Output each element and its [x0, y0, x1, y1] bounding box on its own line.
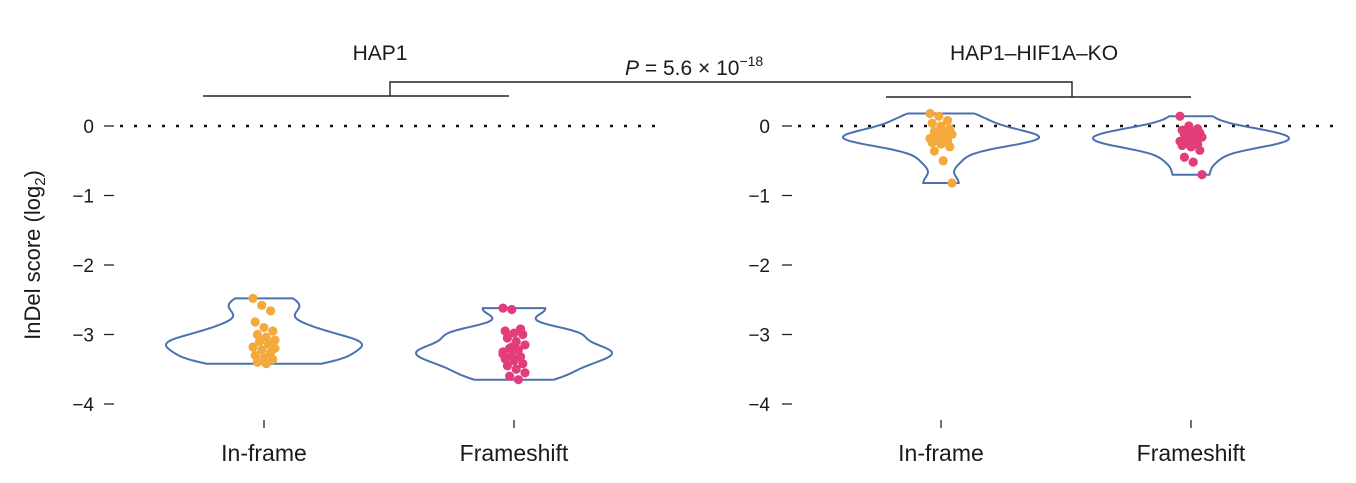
y-tick-label: −3 — [72, 326, 94, 347]
panel-hap1-hif1a-ko: 0 −1 −2 −3 −4 In-frame Frameshift — [748, 108, 1340, 466]
y-tick-label: −3 — [748, 326, 770, 347]
data-point-frameshift — [520, 368, 530, 378]
data-point-in-frame — [932, 135, 942, 145]
y-tick-label: 0 — [83, 117, 94, 138]
data-point-frameshift — [502, 333, 512, 343]
bracket-comparison — [389, 81, 1073, 97]
y-tick-label: −1 — [748, 187, 770, 208]
data-point-frameshift — [516, 352, 526, 362]
data-point-in-frame — [250, 350, 260, 360]
violin-in-frame — [164, 297, 364, 365]
data-point-frameshift — [520, 340, 530, 350]
x-category-label: Frameshift — [1137, 440, 1246, 466]
data-point-in-frame — [252, 357, 262, 367]
data-point-in-frame — [259, 322, 269, 333]
data-point-in-frame — [929, 146, 940, 156]
data-point-frameshift — [518, 329, 528, 340]
data-point-in-frame — [936, 121, 946, 131]
data-point-in-frame — [255, 336, 265, 347]
data-point-in-frame — [270, 335, 280, 345]
data-point-in-frame — [938, 156, 948, 166]
y-tick-label: −2 — [72, 256, 94, 277]
data-point-frameshift — [1188, 157, 1198, 167]
data-point-in-frame — [266, 306, 276, 316]
x-category-label: In-frame — [221, 440, 307, 466]
data-point-in-frame — [947, 178, 957, 188]
comparison-brackets — [203, 81, 1191, 98]
y-axis-label: InDel score (log2) — [20, 170, 49, 340]
data-point-in-frame — [268, 354, 278, 365]
data-point-in-frame — [250, 317, 260, 327]
data-point-in-frame — [927, 118, 937, 128]
data-point-frameshift — [513, 375, 524, 385]
data-point-frameshift — [518, 359, 528, 369]
y-tick-label: −4 — [72, 395, 94, 416]
y-tick-label: −2 — [748, 256, 770, 277]
data-point-in-frame — [252, 329, 262, 340]
data-point-in-frame — [943, 115, 953, 126]
data-point-in-frame — [263, 339, 273, 349]
y-tick-label: 0 — [759, 117, 770, 138]
data-point-in-frame — [945, 142, 955, 152]
data-point-frameshift — [1179, 152, 1189, 162]
data-point-in-frame — [268, 326, 278, 336]
data-point-in-frame — [248, 293, 258, 303]
y-tick-label: −4 — [748, 395, 770, 416]
violin-frameshift — [1091, 115, 1291, 176]
data-point-frameshift — [498, 303, 508, 313]
x-category-label: Frameshift — [460, 440, 569, 466]
panel-title-hap1-hif1a-ko: HAP1–HIF1A–KO — [950, 42, 1118, 65]
data-point-frameshift — [1177, 140, 1187, 151]
data-point-in-frame — [270, 343, 280, 353]
y-tick-label: −1 — [72, 187, 94, 208]
data-point-frameshift — [1182, 131, 1192, 142]
panel-hap1: 0 −1 −2 −3 −4 In-frame Frameshift — [72, 117, 660, 466]
data-point-frameshift — [509, 356, 519, 366]
data-point-in-frame — [248, 342, 258, 352]
x-category-label: In-frame — [898, 440, 984, 466]
data-point-frameshift — [509, 328, 519, 338]
data-point-frameshift — [1195, 145, 1205, 155]
data-point-in-frame — [925, 108, 935, 119]
data-point-frameshift — [511, 364, 521, 374]
data-point-in-frame — [934, 111, 944, 121]
data-point-frameshift — [507, 304, 517, 315]
p-value-annotation: P = 5.6 × 10−18 — [625, 53, 763, 80]
violin-in-frame — [842, 112, 1040, 184]
data-point-in-frame — [261, 359, 271, 369]
data-point-frameshift — [507, 342, 517, 352]
data-point-frameshift — [1175, 111, 1185, 121]
data-point-frameshift — [505, 371, 515, 381]
data-point-frameshift — [502, 361, 512, 371]
data-point-frameshift — [498, 349, 508, 359]
data-point-in-frame — [261, 332, 271, 342]
data-point-in-frame — [940, 129, 951, 139]
data-point-in-frame — [257, 345, 267, 355]
data-point-frameshift — [1190, 138, 1200, 148]
violin-frameshift — [414, 307, 614, 381]
data-point-in-frame — [257, 300, 267, 310]
data-point-frameshift — [1197, 170, 1207, 180]
data-point-frameshift — [500, 326, 510, 336]
panel-title-hap1: HAP1 — [353, 42, 408, 65]
